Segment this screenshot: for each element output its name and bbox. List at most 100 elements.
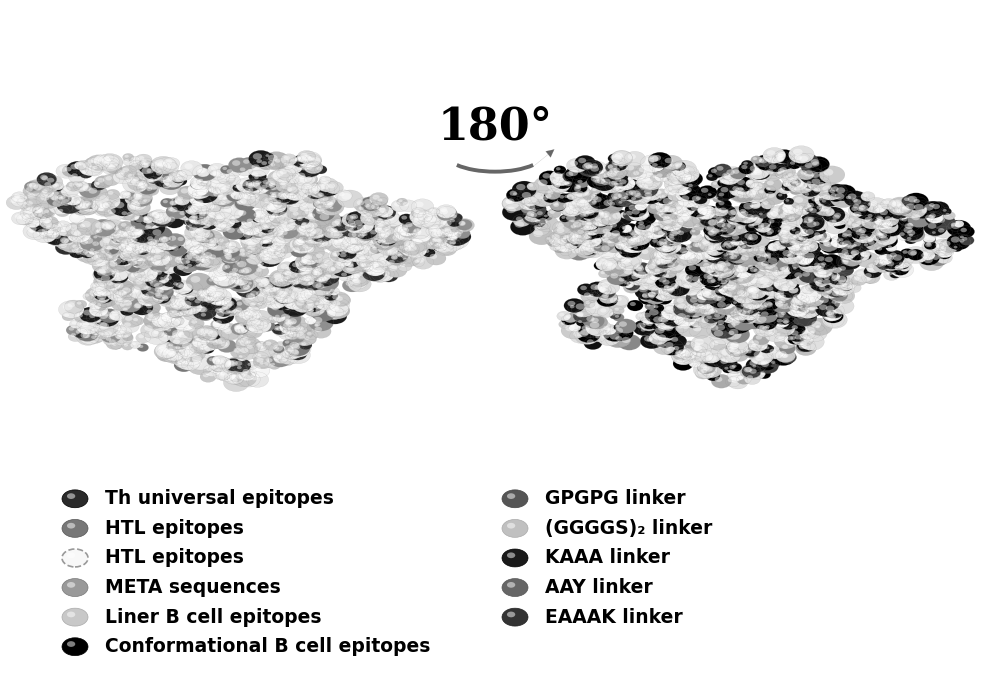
Circle shape bbox=[609, 181, 617, 186]
Circle shape bbox=[792, 243, 801, 248]
Circle shape bbox=[92, 332, 106, 342]
Circle shape bbox=[127, 235, 146, 248]
Circle shape bbox=[654, 252, 675, 267]
Circle shape bbox=[244, 312, 250, 316]
Circle shape bbox=[593, 334, 605, 342]
Circle shape bbox=[282, 319, 301, 332]
Circle shape bbox=[599, 171, 604, 174]
Circle shape bbox=[193, 164, 217, 181]
Circle shape bbox=[796, 303, 808, 312]
Circle shape bbox=[122, 334, 133, 341]
Circle shape bbox=[809, 244, 815, 248]
Circle shape bbox=[828, 219, 837, 226]
Circle shape bbox=[847, 283, 861, 292]
Circle shape bbox=[273, 294, 285, 302]
Circle shape bbox=[705, 242, 725, 256]
Circle shape bbox=[253, 352, 269, 363]
Circle shape bbox=[661, 208, 669, 213]
Circle shape bbox=[269, 210, 288, 224]
Circle shape bbox=[39, 230, 52, 239]
Circle shape bbox=[214, 222, 220, 226]
Circle shape bbox=[802, 217, 828, 235]
Circle shape bbox=[314, 196, 334, 210]
Circle shape bbox=[835, 290, 844, 297]
Circle shape bbox=[113, 290, 132, 303]
Circle shape bbox=[35, 222, 46, 229]
Circle shape bbox=[759, 246, 766, 251]
Circle shape bbox=[754, 268, 759, 272]
Circle shape bbox=[746, 265, 766, 278]
Circle shape bbox=[578, 320, 582, 323]
Circle shape bbox=[414, 260, 419, 263]
Circle shape bbox=[726, 292, 732, 297]
Circle shape bbox=[773, 242, 796, 258]
Circle shape bbox=[409, 209, 432, 224]
Circle shape bbox=[173, 300, 179, 305]
Circle shape bbox=[197, 336, 219, 351]
Circle shape bbox=[601, 324, 617, 335]
Circle shape bbox=[272, 158, 287, 167]
Circle shape bbox=[708, 193, 712, 196]
Circle shape bbox=[132, 194, 141, 200]
Circle shape bbox=[737, 290, 746, 297]
Circle shape bbox=[876, 258, 893, 270]
Circle shape bbox=[118, 170, 125, 175]
Circle shape bbox=[372, 246, 377, 250]
Circle shape bbox=[522, 198, 530, 204]
Circle shape bbox=[97, 206, 110, 215]
Circle shape bbox=[549, 239, 554, 243]
Circle shape bbox=[139, 186, 151, 193]
Circle shape bbox=[400, 237, 425, 255]
Circle shape bbox=[254, 158, 269, 168]
Circle shape bbox=[528, 197, 537, 203]
Circle shape bbox=[279, 180, 288, 186]
Circle shape bbox=[571, 242, 576, 245]
Circle shape bbox=[171, 299, 178, 303]
Circle shape bbox=[202, 345, 208, 349]
Circle shape bbox=[749, 217, 753, 219]
Circle shape bbox=[75, 202, 83, 206]
Circle shape bbox=[360, 263, 366, 267]
Circle shape bbox=[174, 354, 182, 359]
Circle shape bbox=[584, 192, 590, 195]
Circle shape bbox=[196, 255, 204, 261]
Circle shape bbox=[763, 147, 786, 163]
Circle shape bbox=[279, 192, 284, 195]
Circle shape bbox=[58, 197, 63, 200]
Circle shape bbox=[288, 347, 307, 360]
Circle shape bbox=[151, 270, 159, 275]
Circle shape bbox=[663, 198, 672, 204]
Circle shape bbox=[777, 245, 786, 251]
Circle shape bbox=[559, 246, 568, 252]
Circle shape bbox=[755, 221, 772, 233]
Circle shape bbox=[117, 290, 126, 296]
Circle shape bbox=[403, 257, 407, 261]
Circle shape bbox=[717, 346, 742, 363]
Circle shape bbox=[802, 241, 809, 246]
Circle shape bbox=[149, 210, 169, 224]
Circle shape bbox=[135, 216, 144, 222]
Circle shape bbox=[648, 257, 670, 273]
Circle shape bbox=[534, 176, 559, 194]
Circle shape bbox=[386, 258, 402, 269]
Circle shape bbox=[290, 280, 298, 286]
Circle shape bbox=[666, 348, 672, 352]
Circle shape bbox=[151, 329, 164, 338]
Circle shape bbox=[253, 366, 261, 372]
Circle shape bbox=[535, 219, 540, 223]
Circle shape bbox=[819, 193, 840, 206]
Circle shape bbox=[765, 301, 778, 310]
Circle shape bbox=[769, 212, 773, 215]
Circle shape bbox=[309, 309, 314, 312]
Circle shape bbox=[676, 246, 681, 250]
Circle shape bbox=[34, 208, 47, 218]
Circle shape bbox=[212, 337, 230, 349]
Circle shape bbox=[369, 267, 391, 282]
Circle shape bbox=[954, 220, 964, 228]
Circle shape bbox=[697, 361, 716, 374]
Circle shape bbox=[679, 173, 701, 188]
Circle shape bbox=[123, 256, 148, 273]
Circle shape bbox=[776, 301, 783, 307]
Circle shape bbox=[131, 201, 140, 207]
Circle shape bbox=[286, 193, 296, 200]
